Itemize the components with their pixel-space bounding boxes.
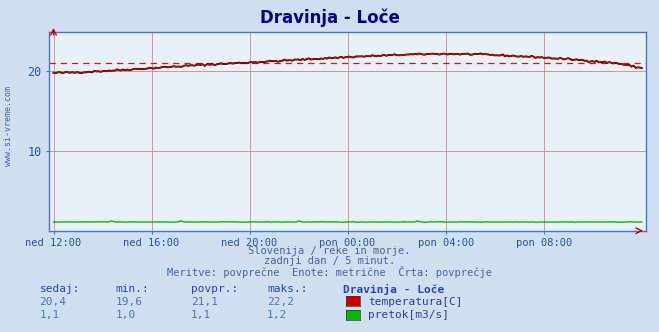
Text: sedaj:: sedaj: bbox=[40, 284, 80, 294]
Text: povpr.:: povpr.: bbox=[191, 284, 239, 294]
Text: 1,1: 1,1 bbox=[40, 310, 60, 320]
Text: 20,4: 20,4 bbox=[40, 297, 67, 307]
Text: 21,1: 21,1 bbox=[191, 297, 218, 307]
Text: 1,0: 1,0 bbox=[115, 310, 136, 320]
Text: 19,6: 19,6 bbox=[115, 297, 142, 307]
Text: min.:: min.: bbox=[115, 284, 149, 294]
Text: www.si-vreme.com: www.si-vreme.com bbox=[4, 86, 13, 166]
Text: Dravinja - Loče: Dravinja - Loče bbox=[343, 284, 444, 295]
Text: Slovenija / reke in morje.: Slovenija / reke in morje. bbox=[248, 246, 411, 256]
Text: Meritve: povprečne  Enote: metrične  Črta: povprečje: Meritve: povprečne Enote: metrične Črta:… bbox=[167, 266, 492, 278]
Text: 22,2: 22,2 bbox=[267, 297, 294, 307]
Text: pretok[m3/s]: pretok[m3/s] bbox=[368, 310, 449, 320]
Text: 1,1: 1,1 bbox=[191, 310, 212, 320]
Text: 1,2: 1,2 bbox=[267, 310, 287, 320]
Text: maks.:: maks.: bbox=[267, 284, 307, 294]
Text: temperatura[C]: temperatura[C] bbox=[368, 297, 463, 307]
Text: Dravinja - Loče: Dravinja - Loče bbox=[260, 8, 399, 27]
Text: zadnji dan / 5 minut.: zadnji dan / 5 minut. bbox=[264, 256, 395, 266]
